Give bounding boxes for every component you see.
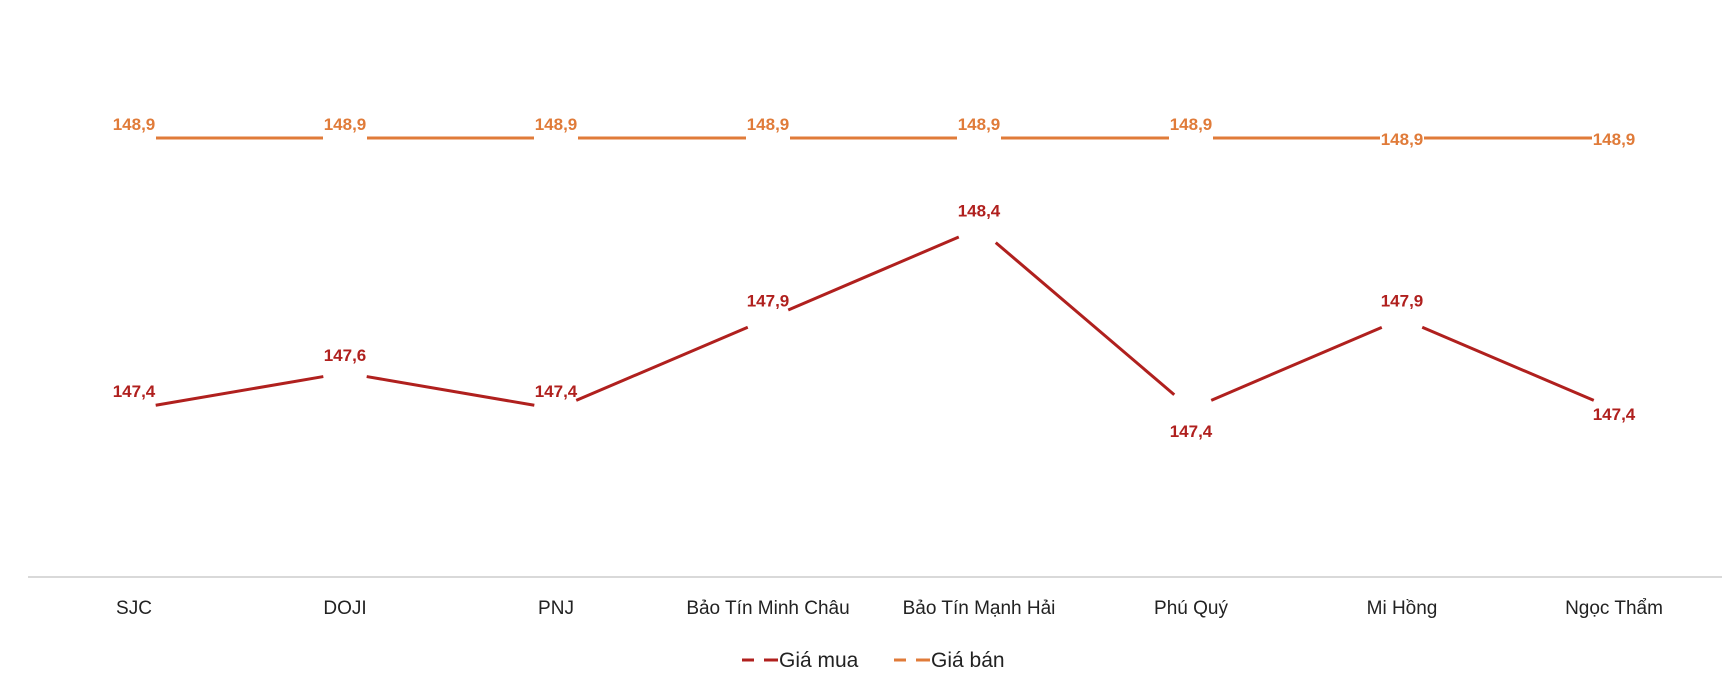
x-axis-label: Mi Hồng xyxy=(1367,598,1438,619)
line-segment xyxy=(994,241,1176,396)
line-segment xyxy=(1421,325,1595,402)
series-layer xyxy=(155,136,1595,407)
x-axis-label: Phú Quý xyxy=(1154,598,1228,619)
data-label: 147,4 xyxy=(1593,405,1636,424)
legend-item-gia-ban[interactable]: Giá bán xyxy=(894,649,1005,672)
x-axis-label: Bảo Tín Minh Châu xyxy=(686,598,849,619)
series-gia-mua xyxy=(155,235,1595,407)
data-label: 148,4 xyxy=(958,201,1001,220)
x-axis-label: DOJI xyxy=(323,598,366,619)
data-label: 148,9 xyxy=(324,115,367,134)
legend-label: Giá mua xyxy=(779,649,859,672)
x-axis-label: SJC xyxy=(116,598,152,619)
line-segment xyxy=(575,325,749,402)
data-labels: 147,4 147,6 147,4 147,9 148,4 147,4 147,9 147,4… xyxy=(113,115,1636,441)
data-label: 147,9 xyxy=(1381,292,1424,311)
x-axis-label: PNJ xyxy=(538,598,574,619)
x-axis-labels: SJC DOJI PNJ Bảo Tín Minh Châu Bảo Tín Mạnh … xyxy=(116,598,1663,619)
data-label: 147,9 xyxy=(747,292,790,311)
legend-label: Giá bán xyxy=(931,649,1005,672)
data-label: 148,9 xyxy=(1170,115,1213,134)
data-label: 148,9 xyxy=(958,115,1001,134)
line-segment xyxy=(366,375,535,407)
data-label: 148,9 xyxy=(1381,130,1424,149)
data-label: 148,9 xyxy=(113,115,156,134)
data-label: 148,9 xyxy=(535,115,578,134)
data-label: 148,9 xyxy=(747,115,790,134)
line-segment xyxy=(1210,325,1383,402)
data-label: 147,4 xyxy=(1170,422,1213,441)
legend: Giá mua Giá bán xyxy=(742,649,1005,672)
line-segment xyxy=(787,235,960,312)
data-label: 147,4 xyxy=(113,382,156,401)
x-axis-label: Bảo Tín Mạnh Hải xyxy=(903,598,1056,619)
x-axis-label: Ngọc Thẩm xyxy=(1565,598,1663,619)
line-segment xyxy=(155,375,324,407)
data-label: 147,4 xyxy=(535,382,578,401)
data-label: 147,6 xyxy=(324,346,367,365)
legend-item-gia-mua[interactable]: Giá mua xyxy=(742,649,859,672)
data-label: 148,9 xyxy=(1593,130,1636,149)
